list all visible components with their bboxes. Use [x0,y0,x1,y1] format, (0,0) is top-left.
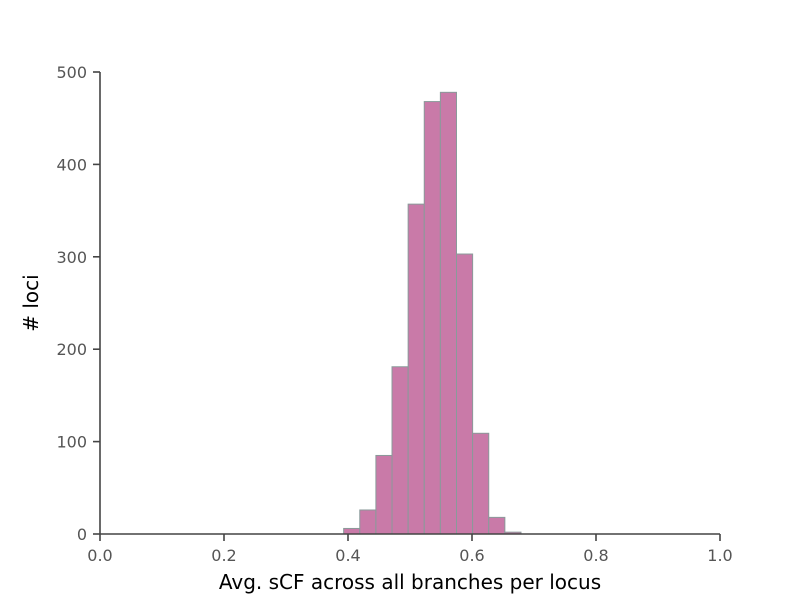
y-tick-label-0: 0 [77,525,87,544]
x-tick-label-3: 0.6 [459,546,484,565]
histogram-bar-9 [488,516,506,535]
histogram-bar-7 [456,253,474,535]
x-tick-label-4: 0.8 [583,546,608,565]
y-ticks-group: 0 100 200 300 400 500 [56,63,100,544]
y-tick-label-2: 200 [56,340,87,359]
y-tick-label-4: 400 [56,155,87,174]
histogram-bar-8 [472,432,490,535]
histogram-bar-5 [423,101,441,535]
x-ticks-group: 0.0 0.2 0.4 0.6 0.8 1.0 [87,534,733,565]
histogram-bar-0 [343,527,361,535]
y-tick-label-5: 500 [56,63,87,82]
bars-group [343,91,522,535]
axes-group [99,72,720,535]
y-tick-label-1: 100 [56,433,87,452]
y-tick-label-3: 300 [56,248,87,267]
histogram-bar-1 [359,509,377,535]
histogram-bar-4 [407,203,425,535]
x-tick-label-5: 1.0 [707,546,732,565]
histogram-bar-2 [375,454,393,535]
x-tick-label-2: 0.4 [335,546,360,565]
histogram-bar-6 [439,91,458,535]
x-tick-label-1: 0.2 [211,546,236,565]
y-axis-label: # loci [19,274,43,331]
histogram-bar-3 [391,366,409,535]
x-axis-label: Avg. sCF across all branches per locus [219,570,601,594]
x-tick-label-0: 0.0 [87,546,112,565]
